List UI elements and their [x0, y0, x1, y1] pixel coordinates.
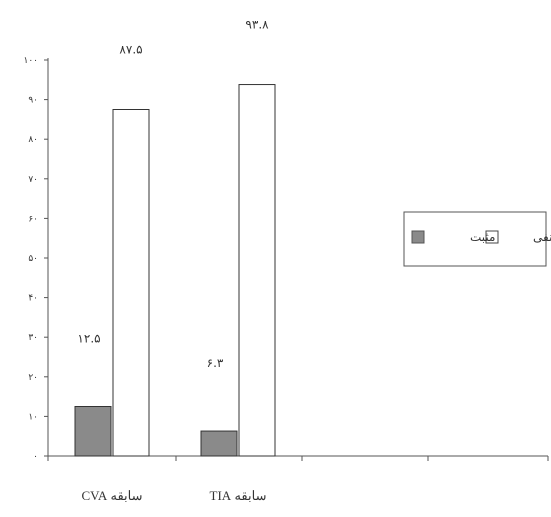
x-category-label: سابقه TIA — [210, 488, 267, 503]
legend-box — [403, 211, 547, 267]
bar-negative — [112, 109, 150, 457]
y-tick-label: ۲۰ — [28, 373, 38, 383]
y-tick-label: ۶۰ — [28, 214, 38, 224]
data-label-positive: ۶.۳ — [207, 356, 224, 370]
legend-swatch-positive — [411, 230, 425, 244]
y-tick-label: ۰ — [33, 452, 38, 462]
bar-positive — [200, 430, 238, 457]
bars — [74, 84, 276, 457]
axes: ۰ ۱۰ ۲۰ ۳۰ ۴۰ ۵۰ ۶۰ ۷۰ ۸۰ ۹۰ ۱۰۰ سابقه CVA سابقه TIA — [23, 56, 549, 503]
data-label-negative: ۸۷.۵ — [119, 43, 142, 57]
legend-label-positive: مثبت — [470, 230, 495, 244]
legend: منفی مثبت — [403, 211, 551, 267]
y-tick-label: ۵۰ — [28, 254, 38, 264]
bar-negative — [238, 84, 276, 457]
legend-label-negative: منفی — [533, 230, 551, 244]
bar-positive — [74, 406, 112, 457]
y-tick-label: ۷۰ — [28, 175, 38, 185]
y-tick-label: ۳۰ — [28, 333, 38, 343]
x-category-label: سابقه CVA — [81, 488, 142, 503]
y-tick-label: ۱۰ — [28, 412, 38, 422]
y-tick-label: ۱۰۰ — [23, 56, 38, 66]
y-tick-label: ۸۰ — [28, 135, 38, 145]
y-tick-label: ۴۰ — [28, 294, 38, 304]
data-label-positive: ۱۲.۵ — [77, 332, 100, 346]
y-tick-label: ۹۰ — [28, 96, 38, 106]
data-labels: ۱۲.۵ ۸۷.۵ ۶.۳ ۹۳.۸ — [77, 18, 269, 371]
legend-swatch-negative — [485, 230, 499, 244]
data-label-negative: ۹۳.۸ — [245, 18, 269, 32]
